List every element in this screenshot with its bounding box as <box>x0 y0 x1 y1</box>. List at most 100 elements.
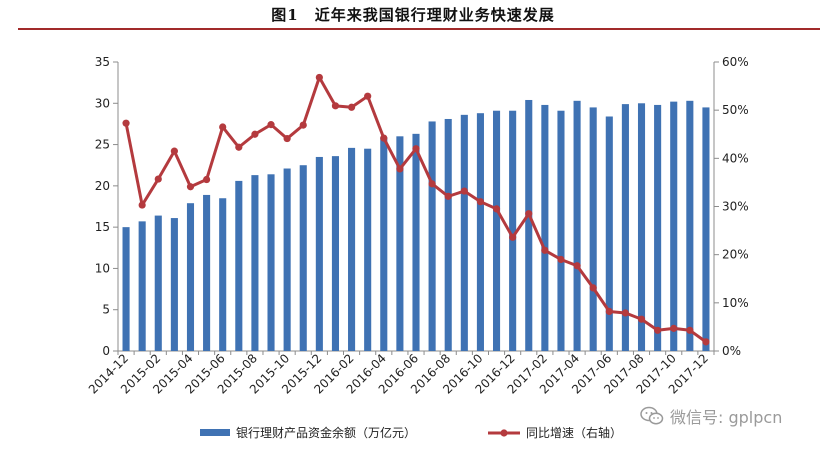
line-point <box>267 121 275 129</box>
line-point <box>589 284 597 292</box>
bar-series <box>122 99 710 352</box>
left-y-tick-label: 10 <box>95 261 110 275</box>
bar <box>589 107 597 352</box>
line-point <box>444 192 452 200</box>
bar <box>541 104 549 352</box>
bar <box>364 148 372 351</box>
line-point <box>702 338 710 346</box>
right-y-tick-label: 60% <box>722 55 749 69</box>
bar <box>637 103 646 352</box>
line-point <box>605 307 613 316</box>
bar <box>348 147 356 351</box>
line-point <box>380 134 388 142</box>
bar <box>702 107 710 352</box>
bar <box>396 136 404 351</box>
legend-bar-swatch <box>200 429 230 436</box>
line-point <box>299 121 307 129</box>
wechat-watermark: 微信号: gplpcn <box>640 404 820 428</box>
line-point <box>396 165 404 173</box>
bar <box>460 114 468 352</box>
bar <box>219 198 227 351</box>
line-point <box>509 233 517 241</box>
bar <box>170 218 178 351</box>
right-y-tick-label: 10% <box>722 296 749 310</box>
left-y-tick-label: 25 <box>95 138 110 152</box>
bar <box>251 175 259 351</box>
left-y-tick-label: 35 <box>95 55 110 69</box>
left-y-tick-label: 30 <box>95 96 110 110</box>
bar <box>331 156 340 351</box>
line-point <box>573 262 581 270</box>
bar <box>412 133 420 351</box>
line-point <box>186 183 195 191</box>
line-point <box>315 73 323 82</box>
bar <box>267 174 275 351</box>
line-point <box>412 145 420 153</box>
bar <box>299 165 307 351</box>
right-y-tick-label: 40% <box>722 151 749 165</box>
bar <box>686 100 694 352</box>
line-point <box>492 205 501 213</box>
legend-line-marker <box>500 429 508 437</box>
left-y-tick-label: 15 <box>95 220 110 234</box>
right-y-tick-label: 0% <box>722 344 741 358</box>
line-point <box>670 324 678 332</box>
bar <box>122 227 130 351</box>
line-point <box>654 326 662 334</box>
bar <box>557 110 565 352</box>
bar <box>670 101 678 352</box>
right-y-tick-label: 50% <box>722 103 749 117</box>
bar <box>235 180 243 351</box>
left-y-tick-label: 5 <box>102 303 110 317</box>
title-divider <box>18 28 820 30</box>
legend-bar-label: 银行理财产品资金余额（万亿元） <box>236 425 416 440</box>
line-point <box>460 187 468 195</box>
bar <box>203 194 211 351</box>
line-point <box>122 119 130 127</box>
bar <box>380 137 388 351</box>
bar <box>492 110 501 352</box>
line-point <box>525 210 533 218</box>
bar <box>138 221 146 351</box>
bar <box>428 121 436 351</box>
chart-title: 图1 近年来我国银行理财业务快速发展 <box>271 6 555 24</box>
bar <box>509 110 517 352</box>
line-point <box>476 198 485 206</box>
bar <box>654 104 662 352</box>
legend-line-label: 同比增速（右轴） <box>526 425 622 440</box>
line-point <box>235 143 243 151</box>
bar <box>315 156 323 351</box>
bar <box>186 203 195 351</box>
bar <box>605 116 613 351</box>
line-point <box>219 123 227 131</box>
line-point <box>331 102 340 110</box>
legend: 银行理财产品资金余额（万亿元） 同比增速（右轴） <box>200 425 622 440</box>
left-y-tick-label: 0 <box>102 344 110 358</box>
line-point <box>428 180 436 188</box>
bar <box>283 168 291 351</box>
line-point <box>347 103 356 111</box>
line-point <box>170 147 178 155</box>
line-point <box>364 92 372 100</box>
line-point <box>686 326 694 334</box>
bar <box>525 99 533 352</box>
line-point <box>251 130 259 138</box>
wechat-icon <box>640 406 664 425</box>
line-point <box>283 134 291 143</box>
line-point <box>541 246 549 254</box>
line-series <box>122 73 710 346</box>
line-point <box>154 175 162 183</box>
bar <box>573 100 581 352</box>
watermark-text: 微信号: gplpcn <box>670 408 783 427</box>
bar <box>154 215 162 351</box>
right-y-tick-label: 20% <box>722 248 749 262</box>
bar <box>621 104 629 352</box>
line-point <box>637 315 646 323</box>
right-y-tick-label: 30% <box>722 200 749 214</box>
line-point <box>202 175 211 184</box>
bar <box>476 113 484 352</box>
line-point <box>138 201 146 209</box>
x-tick-labels: 2014-122015-022015-042015-062015-082015-… <box>86 351 711 396</box>
